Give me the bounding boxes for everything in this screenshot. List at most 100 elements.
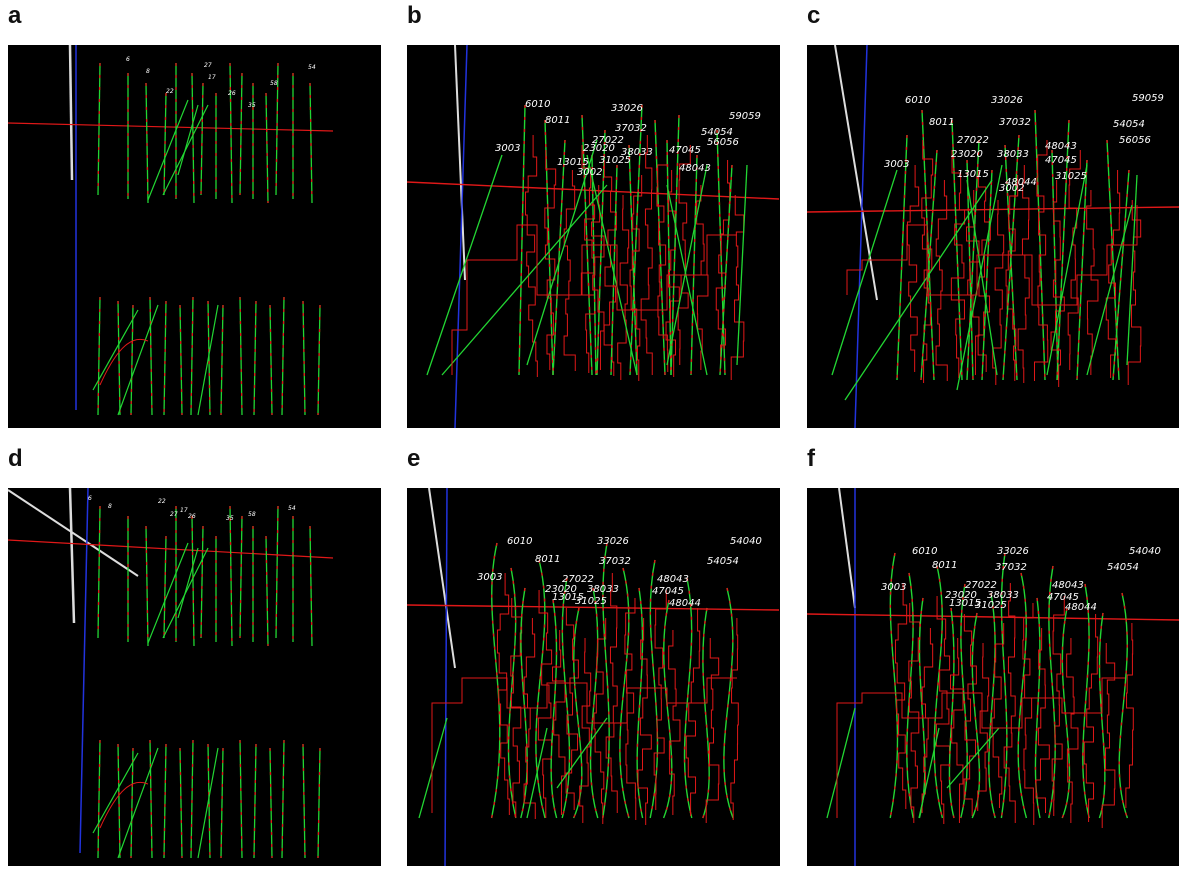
- well-label: 6010: [912, 546, 937, 557]
- panel-a-well-view: 6 8 22 27 17 26 35 58 54: [8, 45, 381, 428]
- well-log-segment: [190, 739, 194, 859]
- well-label: 48044: [1005, 177, 1037, 188]
- x-axis-line: [807, 613, 1179, 621]
- well-label: 13015: [557, 157, 589, 168]
- log-curve: [696, 185, 709, 370]
- log-curve: [1050, 180, 1065, 387]
- log-curve: [565, 608, 579, 810]
- log-curve: [552, 630, 566, 815]
- well-label: 58: [270, 80, 278, 87]
- well-log-segment: [281, 739, 285, 859]
- well-log-segment: [520, 587, 528, 819]
- log-curve: [894, 583, 908, 809]
- log-curve: [99, 782, 149, 829]
- well-log-segment: [281, 296, 285, 416]
- well-label: 17: [180, 507, 188, 514]
- log-curve: [906, 165, 920, 372]
- y-axis-line: [444, 488, 448, 866]
- well-label: 6: [126, 56, 130, 63]
- x-axis-line: [407, 604, 780, 611]
- log-curve: [1022, 603, 1035, 825]
- panel-c-well-view: 6010 33026 59059 8011 37032 54054 56056 27022 48…: [807, 45, 1179, 428]
- well-label: 8011: [929, 117, 954, 128]
- panel-b-well-view: 6010 8011 33026 37032 59059 54054 56056 3003 270…: [407, 45, 780, 428]
- well-label: 27022: [592, 135, 624, 146]
- log-curve: [523, 618, 536, 819]
- log-curve: [605, 573, 618, 813]
- well-log-segment: [589, 587, 599, 819]
- well-track: [229, 505, 233, 647]
- well-track-deviated: [1126, 174, 1138, 366]
- well-log-segment: [596, 129, 606, 376]
- log-curve: [966, 190, 980, 375]
- well-label: 26: [188, 513, 196, 520]
- well-label: 54054: [1107, 562, 1139, 573]
- well-label: 59059: [729, 111, 761, 122]
- well-track: [317, 304, 321, 416]
- well-track-curved: [602, 542, 610, 819]
- well-label: 8011: [535, 554, 560, 565]
- log-curve: [950, 638, 964, 823]
- well-track-deviated: [441, 184, 608, 376]
- well-log-segment: [988, 592, 996, 819]
- well-track-curved: [507, 567, 517, 819]
- panel-letter-f: f: [807, 445, 815, 472]
- z-axis-line: [454, 45, 466, 281]
- x-axis-line: [8, 539, 334, 559]
- log-curve: [668, 630, 681, 815]
- well-label: 56056: [707, 137, 739, 148]
- log-curve: [593, 618, 607, 824]
- well-log-segment: [163, 535, 167, 639]
- well-track-deviated: [831, 169, 898, 376]
- well-track: [302, 743, 306, 859]
- well-label: 27: [204, 62, 212, 69]
- well-log-segment: [581, 114, 593, 376]
- well-label: 58: [248, 511, 256, 518]
- well-track: [239, 739, 243, 859]
- log-curve: [1003, 583, 1016, 823]
- well-track-deviated: [117, 747, 159, 859]
- well-label: 3003: [495, 143, 520, 154]
- well-track-curved: [1000, 552, 1008, 819]
- log-curve: [685, 608, 701, 816]
- well-label: 37032: [999, 117, 1031, 128]
- well-label: 23020: [583, 143, 615, 154]
- well-track: [253, 743, 257, 859]
- well-track-deviated: [736, 164, 748, 366]
- well-track-curved: [906, 572, 914, 819]
- log-curve: [1101, 643, 1116, 828]
- log-curve: [1086, 190, 1099, 375]
- well-log-segment: [97, 739, 101, 859]
- well-log-segment: [960, 583, 968, 819]
- well-log-segment: [97, 505, 101, 639]
- well-label: 13015: [949, 598, 981, 609]
- well-track: [130, 304, 134, 416]
- log-curve: [836, 677, 1125, 818]
- well-label: 33026: [991, 95, 1023, 106]
- well-log-segment: [97, 296, 101, 416]
- well-log-segment: [1106, 139, 1120, 381]
- x-axis-line: [8, 122, 334, 132]
- well-track: [552, 139, 566, 376]
- well-log-segment: [145, 82, 149, 204]
- log-curve: [579, 638, 592, 823]
- well-track: [253, 300, 257, 416]
- well-track: [207, 743, 211, 859]
- well-label: 23020: [545, 584, 577, 595]
- well-label: 37032: [615, 123, 647, 134]
- well-log-segment: [191, 515, 195, 647]
- well-track: [163, 300, 167, 416]
- well-log-segment: [723, 587, 734, 819]
- log-curve: [715, 160, 731, 368]
- well-track-curved: [971, 612, 981, 819]
- well-track: [220, 304, 224, 416]
- well-track-curved: [948, 607, 955, 819]
- well-track-deviated: [177, 547, 199, 619]
- well-label: 6010: [905, 95, 930, 106]
- well-track-deviated: [526, 727, 548, 819]
- well-label: 3003: [881, 582, 906, 593]
- well-label: 38033: [997, 149, 1029, 160]
- well-label: 27022: [965, 580, 997, 591]
- well-label: 38033: [621, 147, 653, 158]
- well-track: [190, 296, 194, 416]
